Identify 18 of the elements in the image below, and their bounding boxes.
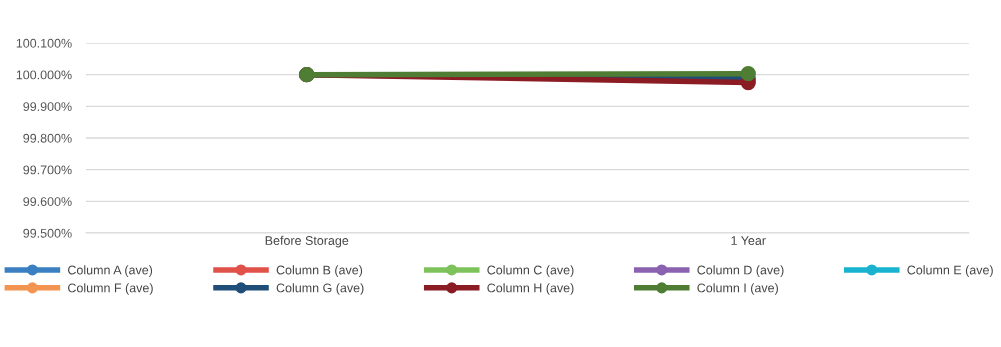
y-tick-label: 100.100% — [16, 38, 72, 48]
legend-label: Column F (ave) — [68, 283, 153, 295]
y-tick-label: 99.800% — [23, 133, 72, 143]
y-tick-label: 99.500% — [23, 228, 72, 238]
legend-label: Column H (ave) — [487, 283, 574, 295]
y-tick-label: 100.000% — [16, 70, 72, 80]
y-tick-label: 99.900% — [23, 102, 72, 111]
legend-label: Column G (ave) — [276, 283, 364, 295]
y-tick-label: 99.700% — [23, 165, 72, 175]
y-tick-label: 99.600% — [23, 197, 72, 206]
x-tick-label: Before Storage — [265, 235, 349, 248]
legend-label: Column D (ave) — [697, 265, 784, 277]
x-tick-label: 1 Year — [731, 236, 766, 245]
legend-label: Column C (ave) — [487, 265, 574, 277]
legend-label: Column I (ave) — [697, 283, 778, 295]
legend-label: Column B (ave) — [276, 265, 363, 277]
legend-label: Column E (ave) — [907, 265, 993, 277]
legend-label: Column A (ave) — [68, 265, 153, 277]
